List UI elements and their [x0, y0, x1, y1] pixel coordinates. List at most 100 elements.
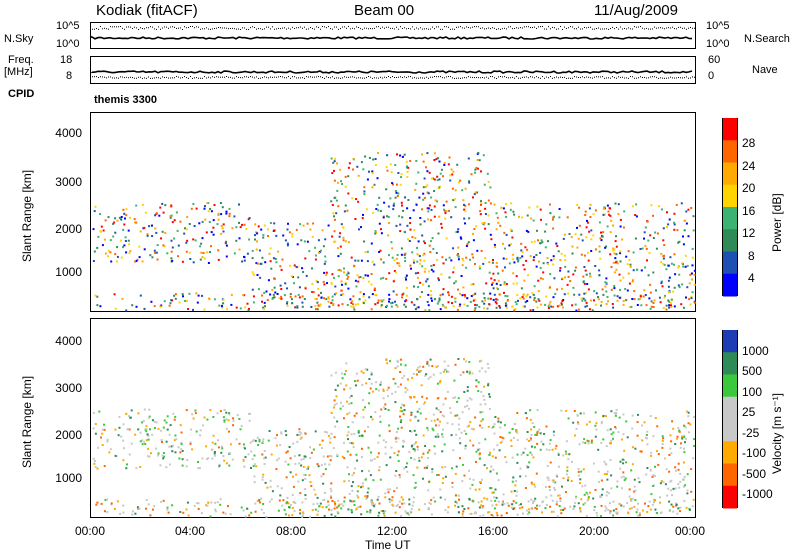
power-data-point	[442, 175, 444, 178]
velocity-data-point	[506, 502, 509, 505]
power-data-point	[221, 227, 224, 230]
nave-trace-dot	[634, 77, 635, 79]
velocity-data-point	[318, 505, 321, 508]
velocity-data-point	[510, 439, 513, 442]
velocity-data-point	[442, 477, 445, 480]
nsearch-trace-dot	[138, 28, 139, 30]
nsearch-trace-dot	[336, 26, 337, 28]
velocity-data-point	[400, 406, 403, 409]
power-data-point	[631, 280, 634, 283]
power-data-point	[201, 256, 204, 259]
nsearch-trace-dot	[642, 27, 643, 29]
power-data-point	[558, 304, 561, 307]
power-data-point	[222, 223, 225, 226]
power-data-point	[605, 303, 608, 305]
velocity-data-point	[679, 510, 681, 513]
velocity-data-point	[468, 498, 471, 501]
velocity-data-point	[357, 431, 360, 434]
power-data-point	[409, 264, 412, 267]
velocity-data-point	[404, 391, 407, 394]
power-data-point	[221, 304, 223, 307]
power-data-point	[230, 293, 233, 296]
power-data-point	[193, 225, 196, 227]
power-data-point	[503, 231, 506, 234]
velocity-data-point	[206, 418, 209, 421]
power-data-point	[533, 285, 536, 288]
power-data-point	[469, 258, 471, 261]
velocity-data-point	[390, 446, 393, 449]
power-data-point	[472, 196, 474, 199]
velocity-data-point	[387, 491, 390, 494]
nsearch-trace-dot	[514, 27, 515, 29]
velocity-data-point	[481, 426, 484, 429]
power-data-point	[405, 166, 408, 169]
velocity-cb-tick: 500	[742, 364, 763, 378]
power-data-point	[263, 224, 266, 227]
power-data-point	[440, 168, 443, 171]
velocity-data-point	[577, 468, 580, 470]
velocity-data-point	[225, 427, 228, 430]
nsearch-trace-dot	[324, 26, 325, 28]
power-data-point	[417, 171, 420, 174]
velocity-data-point	[594, 411, 597, 414]
velocity-data-point	[173, 418, 176, 421]
power-data-point	[545, 223, 548, 226]
power-data-point	[112, 222, 115, 225]
velocity-data-point	[478, 442, 481, 445]
velocity-data-point	[480, 359, 483, 362]
nsearch-trace-dot	[150, 26, 151, 28]
power-data-point	[503, 291, 505, 294]
velocity-data-point	[357, 429, 360, 432]
nave-trace-dot	[396, 76, 397, 78]
power-data-point	[125, 208, 128, 211]
velocity-data-point	[530, 498, 533, 501]
power-cb-tick: 24	[742, 159, 756, 173]
power-data-point	[560, 302, 563, 305]
power-cb-tick: 16	[742, 204, 756, 218]
power-data-point	[386, 154, 389, 157]
velocity-data-point	[263, 463, 266, 465]
power-data-point	[560, 252, 563, 255]
velocity-data-point	[408, 451, 411, 454]
power-data-point	[546, 261, 549, 264]
velocity-cb-tick: -100	[742, 446, 767, 460]
power-data-point	[563, 233, 566, 236]
power-data-point	[438, 215, 441, 218]
power-data-point	[372, 158, 375, 161]
velocity-data-point	[581, 441, 584, 444]
power-data-point	[667, 279, 670, 282]
velocity-data-point	[202, 424, 204, 427]
nsearch-trace-dot	[470, 27, 471, 29]
velocity-data-point	[136, 506, 139, 509]
velocity-data-point	[157, 454, 160, 457]
power-data-point	[473, 228, 476, 230]
power-data-point	[352, 303, 354, 306]
power-data-point	[593, 290, 596, 293]
power-data-point	[207, 210, 210, 213]
power-data-point	[112, 235, 115, 238]
power-data-point	[635, 215, 638, 218]
power-data-point	[341, 283, 343, 286]
velocity-data-point	[106, 440, 109, 443]
nsearch-trace-dot	[468, 26, 469, 28]
power-data-point	[448, 256, 451, 259]
power-data-point	[511, 305, 514, 308]
velocity-data-point	[353, 504, 356, 506]
nsearch-trace-dot	[264, 28, 265, 30]
power-data-point	[301, 301, 304, 304]
power-data-point	[116, 246, 119, 249]
velocity-data-point	[592, 497, 595, 500]
velocity-data-point	[477, 381, 480, 384]
velocity-data-point	[501, 440, 504, 443]
velocity-data-point	[645, 434, 648, 436]
velocity-data-point	[130, 442, 133, 445]
power-data-point	[483, 183, 486, 186]
velocity-data-point	[343, 373, 346, 376]
velocity-data-point	[587, 440, 590, 443]
velocity-data-point	[131, 513, 134, 516]
power-data-point	[427, 218, 430, 221]
power-data-point	[584, 305, 587, 308]
nsearch-trace-dot	[400, 26, 401, 28]
velocity-data-point	[502, 493, 505, 496]
velocity-data-point	[671, 420, 674, 423]
